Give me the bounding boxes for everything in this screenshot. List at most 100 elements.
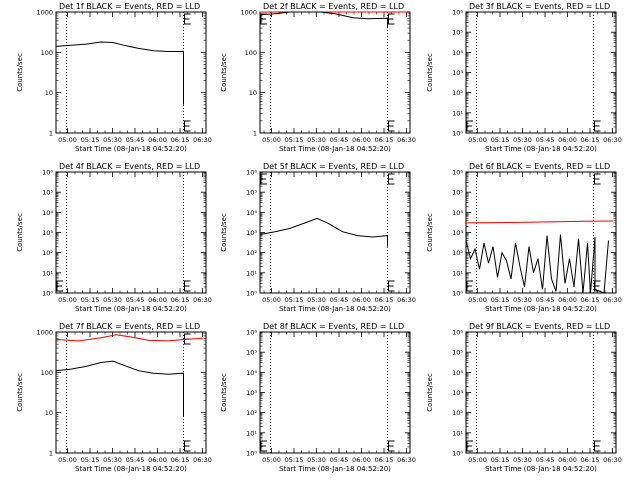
x-axis-label: Start Time (08-Jan-18 04:52:20) (279, 465, 391, 473)
x-axis-label: Start Time (08-Jan-18 04:52:20) (485, 465, 597, 473)
y-tick-label: 10⁶ (452, 169, 463, 177)
x-tick-label: 05:00 (468, 456, 487, 464)
y-tick-label: 10³ (246, 389, 257, 397)
events-series-line (465, 234, 609, 294)
x-tick-label: 05:15 (81, 456, 100, 464)
y-tick-label: 10 (249, 89, 257, 97)
x-tick-label: 06:30 (397, 296, 416, 304)
event-flag-e (184, 13, 191, 25)
y-tick-label: 10⁰ (42, 290, 53, 298)
panel-title: Det 8f BLACK = Events, RED = LLD (263, 322, 404, 331)
y-axis-label: Counts/sec (220, 373, 228, 412)
panel-6: Det 6f BLACK = Events, RED = LLD 10⁰ 10¹ 10… (426, 162, 622, 313)
y-tick-label: 100 (245, 49, 257, 57)
x-tick-label: 06:00 (352, 456, 371, 464)
x-tick-label: 05:15 (285, 456, 304, 464)
x-tick-label: 06:00 (352, 136, 371, 144)
x-tick-label: 05:00 (262, 296, 281, 304)
y-tick-label: 1000 (36, 329, 53, 337)
x-tick-label: 06:30 (603, 456, 622, 464)
y-axis-label: Counts/sec (426, 53, 434, 92)
x-axis-label: Start Time (08-Jan-18 04:52:20) (75, 145, 187, 153)
y-tick-label: 10¹ (452, 109, 463, 117)
y-tick-label: 10⁰ (246, 450, 257, 458)
x-axis-label: Start Time (08-Jan-18 04:52:20) (75, 305, 187, 313)
x-tick-label: 05:30 (307, 456, 326, 464)
x-tick-label: 05:45 (126, 296, 145, 304)
y-tick-label: 100 (41, 369, 53, 377)
x-tick-label: 05:00 (262, 136, 281, 144)
y-tick-label: 10⁴ (452, 369, 463, 377)
x-tick-label: 06:30 (193, 456, 212, 464)
x-tick-label: 06:00 (558, 136, 577, 144)
y-tick-label: 10² (452, 409, 463, 417)
y-tick-label: 10⁰ (452, 130, 463, 138)
event-flag-e (184, 280, 191, 292)
event-flag-e (388, 120, 395, 132)
y-tick-label: 10⁰ (452, 290, 463, 298)
panel-title: Det 4f BLACK = Events, RED = LLD (59, 162, 200, 171)
x-tick-label: 05:45 (536, 136, 555, 144)
x-tick-label: 05:30 (103, 296, 122, 304)
y-tick-label: 10⁴ (452, 49, 463, 57)
x-tick-label: 05:30 (513, 296, 532, 304)
x-tick-label: 05:00 (468, 296, 487, 304)
y-tick-label: 1 (49, 130, 53, 138)
x-tick-label: 06:00 (148, 136, 167, 144)
x-tick-label: 05:15 (81, 296, 100, 304)
panel-9: Det 9f BLACK = Events, RED = LLD 10⁰ 10¹ 10… (426, 322, 622, 473)
y-tick-label: 10¹ (246, 269, 257, 277)
event-flag-e (184, 440, 191, 452)
event-flag-e (466, 440, 473, 452)
event-flag-e (594, 440, 601, 452)
event-flag-e (594, 173, 601, 185)
panel-1: Det 1f BLACK = Events, RED = LLD 1 10 100 10… (16, 2, 212, 153)
x-tick-label: 06:00 (148, 456, 167, 464)
event-flag-e (260, 440, 267, 452)
y-tick-label: 10⁰ (452, 450, 463, 458)
y-tick-label: 10⁴ (246, 369, 257, 377)
panel-8: Det 8f BLACK = Events, RED = LLD 10⁰ 10¹ 10… (220, 322, 416, 473)
panel-7: Det 7f BLACK = Events, RED = LLD 1 10 100 10… (16, 322, 212, 473)
y-tick-label: 10⁶ (452, 329, 463, 337)
y-axis-label: Counts/sec (16, 373, 24, 412)
x-tick-label: 06:30 (397, 456, 416, 464)
x-tick-label: 05:00 (58, 136, 77, 144)
x-tick-label: 06:15 (171, 456, 190, 464)
y-tick-label: 10¹ (246, 429, 257, 437)
y-tick-label: 10⁵ (452, 189, 463, 197)
y-tick-label: 10² (246, 409, 257, 417)
x-tick-label: 06:15 (581, 136, 600, 144)
panel-title: Det 7f BLACK = Events, RED = LLD (59, 322, 200, 331)
x-tick-label: 06:30 (397, 136, 416, 144)
x-tick-label: 06:30 (603, 296, 622, 304)
x-tick-label: 05:30 (513, 136, 532, 144)
y-tick-label: 10⁶ (452, 9, 463, 17)
y-tick-label: 100 (41, 49, 53, 57)
y-tick-label: 1000 (36, 9, 53, 17)
panel-title: Det 3f BLACK = Events, RED = LLD (469, 2, 610, 11)
y-tick-label: 10⁵ (246, 189, 257, 197)
x-tick-label: 05:45 (330, 296, 349, 304)
x-tick-label: 05:45 (330, 456, 349, 464)
y-tick-label: 10⁵ (246, 349, 257, 357)
y-axis-label: Counts/sec (16, 213, 24, 252)
y-axis-label: Counts/sec (426, 373, 434, 412)
event-flag-e (466, 120, 473, 132)
y-tick-label: 10⁴ (452, 209, 463, 217)
y-tick-label: 10³ (452, 389, 463, 397)
panel-3: Det 3f BLACK = Events, RED = LLD 10⁰ 10¹ 10… (426, 2, 622, 153)
x-tick-label: 06:15 (171, 136, 190, 144)
y-tick-label: 10³ (42, 229, 53, 237)
y-tick-label: 1000 (240, 9, 257, 17)
x-tick-label: 05:30 (307, 296, 326, 304)
x-tick-label: 05:30 (103, 136, 122, 144)
x-axis-label: Start Time (08-Jan-18 04:52:20) (279, 305, 391, 313)
event-flag-e (260, 13, 267, 25)
x-tick-label: 05:15 (285, 136, 304, 144)
x-axis-label: Start Time (08-Jan-18 04:52:20) (485, 305, 597, 313)
event-flag-e (466, 280, 473, 292)
x-tick-label: 05:45 (536, 456, 555, 464)
lld-series-line (465, 220, 614, 224)
